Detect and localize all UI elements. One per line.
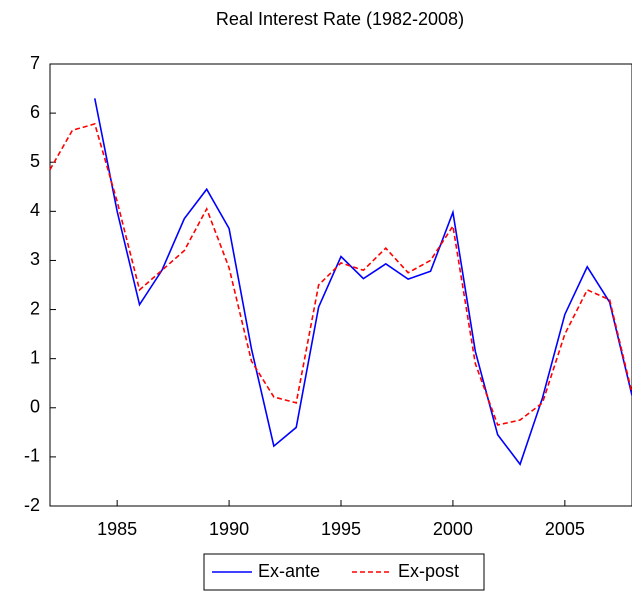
x-tick-label: 1985	[97, 519, 137, 539]
chart-title: Real Interest Rate (1982-2008)	[216, 9, 464, 29]
y-tick-label: -2	[24, 495, 40, 515]
x-tick-label: 2000	[433, 519, 473, 539]
x-tick-label: 2005	[545, 519, 585, 539]
y-tick-label: 2	[30, 298, 40, 318]
plot-frame	[49, 63, 632, 507]
y-tick-label: -1	[24, 446, 40, 466]
series-line	[93, 98, 632, 466]
y-tick-label: 0	[30, 397, 40, 417]
y-tick-label: 4	[30, 200, 40, 220]
series-line	[49, 122, 632, 426]
x-tick-label: 1995	[321, 519, 361, 539]
y-tick-label: 5	[30, 151, 40, 171]
y-tick-label: 3	[30, 249, 40, 269]
x-tick-label: 1990	[209, 519, 249, 539]
legend-label: Ex-ante	[258, 561, 320, 581]
y-tick-label: 1	[30, 347, 40, 367]
y-tick-label: 7	[30, 53, 40, 73]
y-tick-label: 6	[30, 102, 40, 122]
legend-label: Ex-post	[398, 561, 459, 581]
